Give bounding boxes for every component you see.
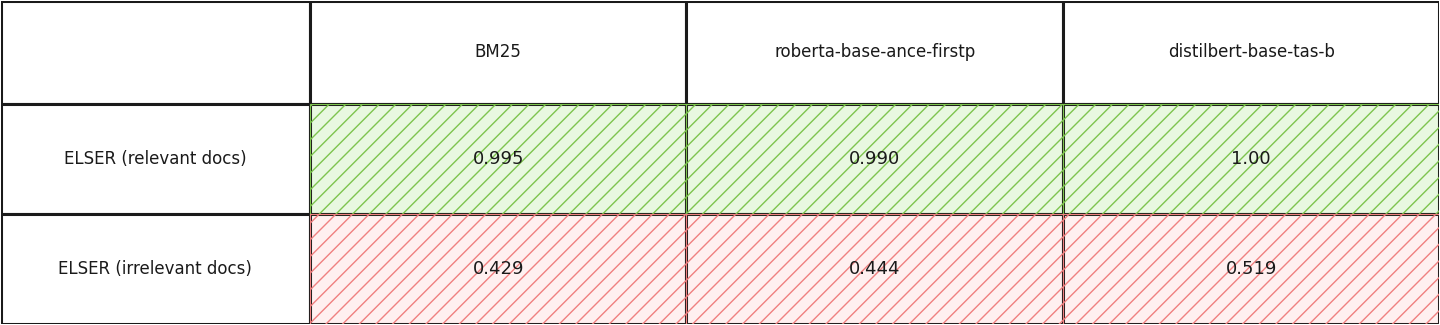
Bar — [687, 214, 1063, 324]
Bar — [310, 214, 687, 324]
Bar — [0, 214, 310, 324]
Text: 1.00: 1.00 — [1231, 150, 1272, 168]
Text: 0.519: 0.519 — [1225, 260, 1277, 278]
Bar — [687, 104, 1063, 214]
Text: 0.995: 0.995 — [472, 150, 524, 168]
Text: BM25: BM25 — [475, 44, 521, 61]
Bar — [687, 1, 1063, 104]
Bar — [0, 104, 310, 214]
Bar — [1063, 1, 1440, 104]
Bar — [1063, 104, 1440, 214]
Bar — [310, 1, 687, 104]
Bar — [687, 214, 1063, 324]
Bar — [310, 104, 687, 214]
Text: distilbert-base-tas-b: distilbert-base-tas-b — [1168, 44, 1335, 61]
Text: roberta-base-ance-firstp: roberta-base-ance-firstp — [775, 44, 975, 61]
Bar — [0, 1, 310, 104]
Bar — [1063, 214, 1440, 324]
Bar — [310, 104, 687, 214]
Text: 0.444: 0.444 — [850, 260, 900, 278]
Text: 0.990: 0.990 — [850, 150, 900, 168]
Bar — [1063, 104, 1440, 214]
Text: ELSER (relevant docs): ELSER (relevant docs) — [63, 150, 246, 168]
Bar — [687, 104, 1063, 214]
Text: ELSER (irrelevant docs): ELSER (irrelevant docs) — [59, 260, 252, 278]
Text: 0.429: 0.429 — [472, 260, 524, 278]
Bar — [1063, 214, 1440, 324]
Bar — [310, 214, 687, 324]
